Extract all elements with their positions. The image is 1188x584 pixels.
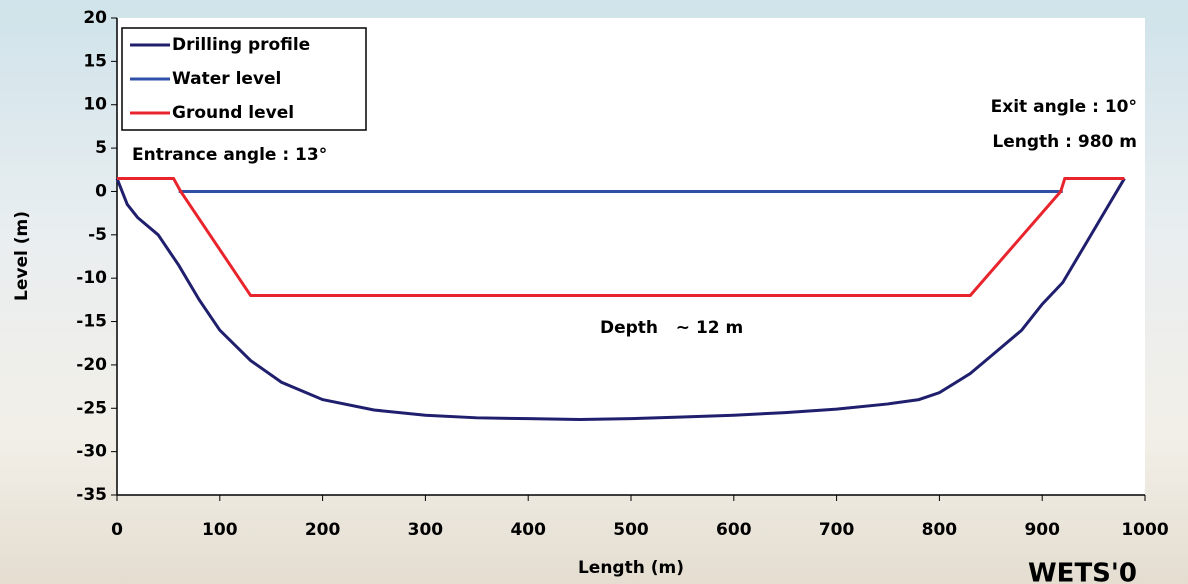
x-tick-label: 800 <box>922 520 958 540</box>
legend-label: Drilling profile <box>172 35 310 55</box>
y-tick-label: 0 <box>95 181 107 201</box>
x-tick-label: 400 <box>510 520 546 540</box>
annotation: Entrance angle : 13° <box>132 145 327 165</box>
annotation: WETS'0 <box>1028 559 1137 584</box>
y-tick-label: 20 <box>83 8 107 28</box>
legend-label: Ground level <box>172 103 294 123</box>
x-axis-label: Length (m) <box>578 558 684 578</box>
chart: Length (m) Level (m) -35 -30 -25 -20 -15 -10 -… <box>0 0 1188 584</box>
y-axis-label: Level (m) <box>12 211 32 301</box>
y-tick-label: -25 <box>76 398 107 418</box>
y-tick-label: -20 <box>76 355 107 375</box>
x-tick-label: 100 <box>202 520 238 540</box>
x-tick-label: 0 <box>111 520 123 540</box>
x-tick-label: 700 <box>819 520 855 540</box>
x-tick-label: 900 <box>1024 520 1060 540</box>
legend-label: Water level <box>172 69 281 89</box>
y-tick-label: 10 <box>83 95 107 115</box>
y-tick-label: -10 <box>76 268 107 288</box>
y-tick-label: 5 <box>95 138 107 158</box>
annotation: Exit angle : 10° <box>991 97 1137 117</box>
annotation: Length : 980 m <box>992 132 1137 152</box>
y-tick-label: 15 <box>83 51 107 71</box>
x-tick-label: 500 <box>613 520 649 540</box>
x-tick-label: 600 <box>716 520 752 540</box>
annotation: Depth ~ 12 m <box>600 318 743 338</box>
x-tick-label: 200 <box>305 520 341 540</box>
y-tick-label: -15 <box>76 312 107 332</box>
y-tick-label: -30 <box>76 442 107 462</box>
y-tick-label: -35 <box>76 485 107 505</box>
y-tick-label: -5 <box>88 225 107 245</box>
x-tick-label: 1000 <box>1121 520 1168 540</box>
x-tick-label: 300 <box>408 520 444 540</box>
